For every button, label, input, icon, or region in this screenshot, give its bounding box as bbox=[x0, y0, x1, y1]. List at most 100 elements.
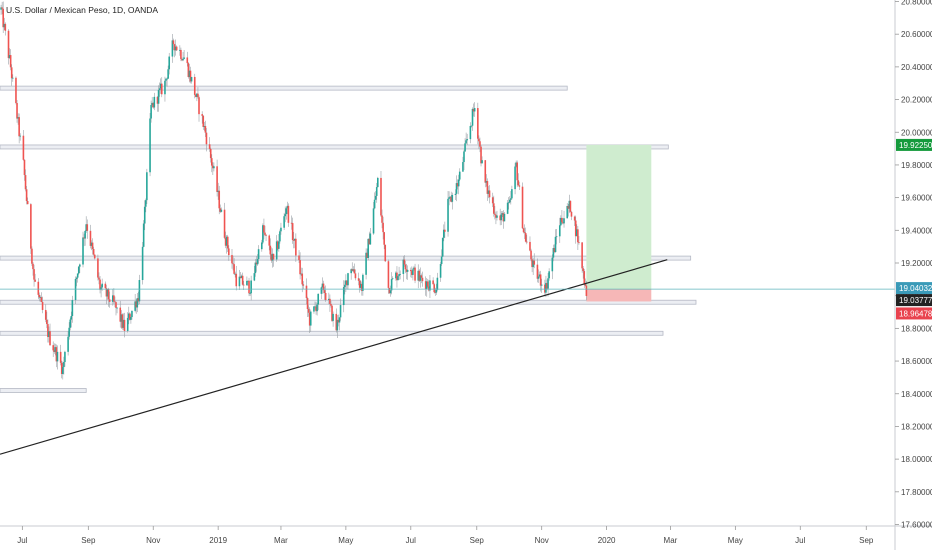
candle-body bbox=[347, 273, 349, 286]
candle-body bbox=[93, 254, 96, 259]
candle-body bbox=[390, 279, 393, 291]
candle-body bbox=[164, 80, 166, 95]
candle-body bbox=[24, 175, 27, 190]
chart-title: U.S. Dollar / Mexican Peso, 1D, OANDA bbox=[6, 5, 159, 15]
candle-body bbox=[585, 285, 588, 296]
candle-body bbox=[89, 230, 92, 246]
candle-body bbox=[536, 264, 539, 279]
candle-body bbox=[59, 351, 62, 363]
candle-body bbox=[570, 211, 573, 217]
candle-body bbox=[517, 180, 520, 186]
candle-body bbox=[578, 242, 580, 244]
candle-body bbox=[346, 280, 348, 286]
candle-body bbox=[1, 7, 3, 9]
target-zone bbox=[586, 144, 652, 290]
candle-body bbox=[314, 306, 316, 308]
candle-body bbox=[441, 237, 444, 257]
candle-body bbox=[521, 186, 524, 229]
candle-body bbox=[150, 104, 152, 119]
candle-body bbox=[574, 220, 577, 237]
candle-body bbox=[26, 200, 29, 205]
candle-body bbox=[253, 273, 256, 281]
candle-body bbox=[19, 135, 22, 137]
candle-body bbox=[90, 242, 93, 246]
candle-body bbox=[427, 281, 429, 287]
candle-body bbox=[315, 306, 317, 312]
candle-body bbox=[336, 319, 339, 331]
candle-body bbox=[321, 283, 324, 288]
candle-body bbox=[406, 269, 409, 272]
candle-body bbox=[247, 280, 249, 282]
price-label-text: 19.92250 bbox=[899, 141, 932, 150]
x-tick-label: May bbox=[338, 536, 353, 545]
candle-body bbox=[316, 304, 318, 312]
candle-body bbox=[507, 202, 510, 204]
candle-body bbox=[566, 205, 569, 219]
candle-body bbox=[409, 269, 412, 272]
candle-body bbox=[293, 238, 296, 241]
candle-body bbox=[48, 331, 50, 338]
candle-body bbox=[568, 200, 571, 209]
candle-body bbox=[382, 222, 384, 233]
x-tick-label: Jul bbox=[795, 536, 805, 545]
candle-body bbox=[447, 198, 449, 232]
candle-body bbox=[569, 200, 572, 212]
candle-body bbox=[291, 223, 294, 241]
candle-body bbox=[238, 276, 241, 287]
candle-body bbox=[271, 253, 274, 261]
candle-body bbox=[11, 77, 14, 79]
candle-body bbox=[420, 275, 423, 278]
candle-body bbox=[265, 234, 267, 236]
candle-body bbox=[263, 225, 265, 233]
x-tick-label: Jul bbox=[17, 536, 27, 545]
candle-body bbox=[388, 287, 391, 294]
candle-body bbox=[506, 202, 509, 214]
candle-body bbox=[329, 298, 331, 304]
candle-body bbox=[34, 279, 36, 282]
candle-body bbox=[290, 222, 293, 224]
x-tick-label: Mar bbox=[664, 536, 678, 545]
candle-body bbox=[471, 108, 474, 126]
y-tick-label: 18.80000 bbox=[901, 324, 932, 333]
candle-body bbox=[577, 229, 579, 243]
candle-body bbox=[545, 282, 547, 293]
candle-body bbox=[63, 362, 65, 368]
candle-body bbox=[55, 347, 58, 362]
candle-body bbox=[354, 273, 357, 279]
candle-body bbox=[284, 214, 287, 217]
candle-body bbox=[279, 231, 281, 242]
candle-body bbox=[119, 307, 122, 322]
price-label-badge bbox=[896, 282, 932, 295]
candle-body bbox=[112, 295, 114, 302]
candle-body bbox=[99, 279, 101, 290]
candle-body bbox=[399, 273, 401, 275]
candle-body bbox=[97, 258, 99, 278]
candle-body bbox=[22, 135, 25, 160]
candle-body bbox=[433, 284, 435, 293]
candle-body bbox=[515, 162, 517, 167]
candle-body bbox=[246, 280, 248, 286]
candle-body bbox=[121, 314, 124, 328]
y-tick-label: 20.80000 bbox=[901, 0, 932, 7]
horizontal-level-zone bbox=[0, 85, 568, 91]
candle-body bbox=[268, 235, 271, 246]
candle-body bbox=[463, 151, 465, 163]
price-label-text: 19.03777 bbox=[899, 296, 932, 305]
candle-body bbox=[67, 336, 69, 352]
candle-body bbox=[345, 280, 347, 285]
candle-body bbox=[60, 362, 63, 374]
candle-body bbox=[305, 285, 308, 299]
candle-body bbox=[213, 166, 215, 169]
candle-body bbox=[8, 55, 11, 59]
candle-body bbox=[240, 275, 243, 279]
candle-body bbox=[533, 260, 536, 265]
candle-body bbox=[120, 314, 123, 322]
candle-body bbox=[357, 278, 360, 281]
candle-body bbox=[486, 181, 489, 194]
candle-body bbox=[510, 198, 512, 200]
candle-body bbox=[472, 108, 475, 112]
candle-body bbox=[366, 252, 368, 258]
candle-body bbox=[405, 269, 408, 272]
candle-body bbox=[17, 117, 19, 119]
